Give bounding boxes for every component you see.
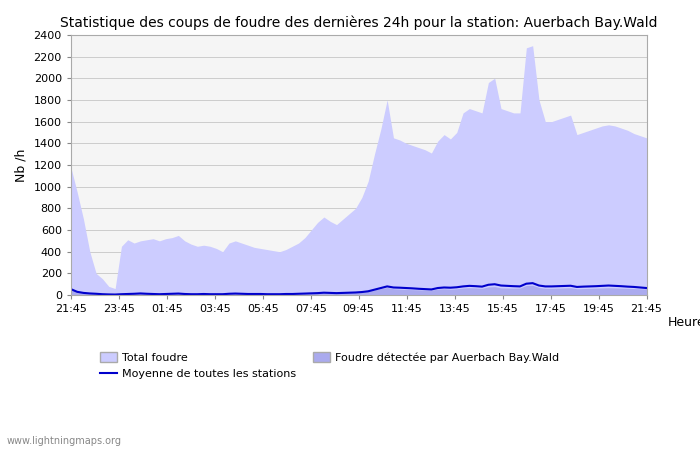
X-axis label: Heure: Heure <box>668 316 700 329</box>
Text: www.lightningmaps.org: www.lightningmaps.org <box>7 436 122 446</box>
Y-axis label: Nb /h: Nb /h <box>15 148 28 182</box>
Legend: Total foudre, Moyenne de toutes les stations, Foudre détectée par Auerbach Bay.W: Total foudre, Moyenne de toutes les stat… <box>96 347 564 383</box>
Title: Statistique des coups de foudre des dernières 24h pour la station: Auerbach Bay.: Statistique des coups de foudre des dern… <box>60 15 657 30</box>
